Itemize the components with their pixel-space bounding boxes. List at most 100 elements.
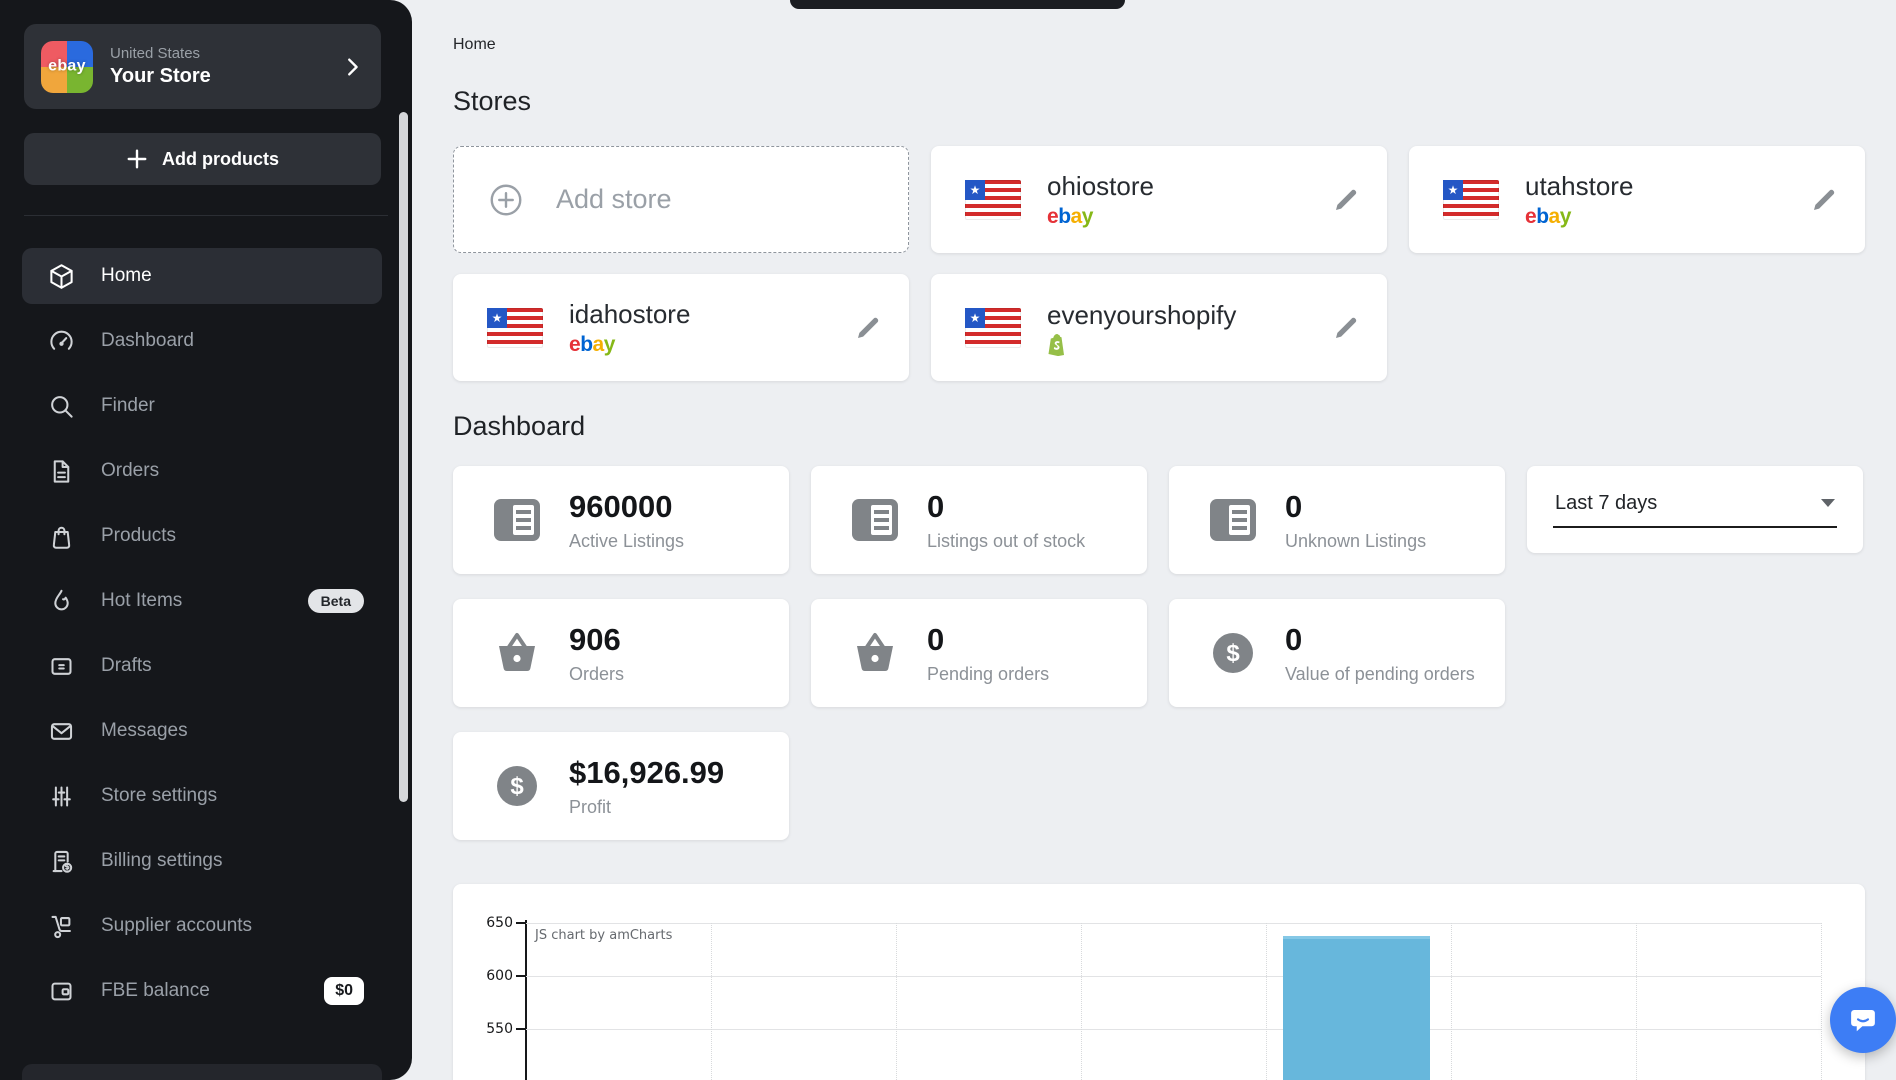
sidebar-item-products[interactable]: Products [22, 508, 382, 564]
stat-value: 0 [1285, 488, 1303, 524]
chart-bar [1283, 936, 1430, 1080]
sidebar-item-label: Orders [101, 460, 160, 481]
stat-value: 906 [569, 621, 621, 657]
sidebar-nav: Home Dashboard Finder Orders Products [22, 248, 382, 1028]
gridline-550 [526, 1029, 1821, 1030]
sliders-icon [48, 783, 75, 810]
sidebar-item-label: Supplier accounts [101, 915, 253, 936]
sidebar-bottom-item[interactable] [22, 1064, 382, 1080]
stat-value: 960000 [569, 488, 673, 524]
v-gridline [1821, 923, 1822, 1080]
cube-icon [48, 263, 75, 290]
sidebar-item-label: Store settings [101, 785, 218, 806]
y-axis-label: 550 [486, 1021, 513, 1037]
svg-text:$: $ [510, 773, 524, 800]
dollar-icon: $ [497, 766, 537, 806]
sidebar-item-label: Messages [101, 720, 188, 741]
stat-card-active-listings: 960000 Active Listings [453, 466, 789, 574]
sidebar-item-label: Drafts [101, 655, 152, 676]
add-store-label: Add store [556, 184, 672, 214]
date-range-card: Last 7 days [1527, 466, 1863, 553]
edit-store-icon[interactable] [853, 313, 883, 343]
v-gridline [1081, 923, 1082, 1080]
sidebar-scrollbar[interactable] [399, 112, 408, 802]
store-card-evenyourshopify[interactable]: ★ evenyourshopify [931, 274, 1387, 381]
ebay-logo-icon: ebay [41, 40, 93, 93]
sidebar-item-label: Products [101, 525, 176, 546]
v-gridline [1266, 923, 1267, 1080]
add-store-button[interactable]: Add store [453, 146, 909, 253]
chat-widget-button[interactable] [1830, 987, 1896, 1053]
ebay-brand-logo: ebay [569, 332, 615, 356]
plus-circle-icon [490, 184, 522, 215]
chevron-right-icon [348, 57, 358, 76]
fbe-balance-badge: $0 [324, 977, 364, 1005]
flag-icon: ★ [1443, 179, 1499, 220]
store-card-ohiostore[interactable]: ★ ohiostore ebay [931, 146, 1387, 253]
sidebar-item-label: Dashboard [101, 330, 194, 351]
flag-icon: ★ [965, 307, 1021, 348]
date-range-select[interactable]: Last 7 days [1553, 492, 1837, 528]
store-switcher[interactable]: ebay United States Your Store [24, 24, 381, 109]
sidebar-item-store-settings[interactable]: Store settings [22, 768, 382, 824]
orders-chart: 650 600 550 JS chart by amCharts [453, 884, 1865, 1080]
switcher-store-name: Your Store [110, 65, 211, 87]
stat-value: 0 [927, 621, 945, 657]
edit-store-icon[interactable] [1331, 185, 1361, 215]
search-icon [48, 393, 75, 420]
wallet-icon [48, 978, 75, 1005]
y-tick [516, 975, 526, 977]
sidebar-item-billing-settings[interactable]: Billing settings [22, 833, 382, 889]
stat-label: Unknown Listings [1285, 530, 1427, 551]
stat-label: Listings out of stock [927, 530, 1086, 551]
sidebar-item-drafts[interactable]: Drafts [22, 638, 382, 694]
sidebar-item-messages[interactable]: Messages [22, 703, 382, 759]
stat-label: Pending orders [927, 663, 1050, 684]
top-overlay-bar [790, 0, 1125, 9]
speedometer-icon [48, 328, 75, 355]
store-name: evenyourshopify [1047, 299, 1237, 330]
sidebar-item-finder[interactable]: Finder [22, 378, 382, 434]
v-gridline [896, 923, 897, 1080]
sidebar-item-label: Home [101, 265, 152, 286]
stat-value: $16,926.99 [569, 754, 725, 790]
sidebar-item-dashboard[interactable]: Dashboard [22, 313, 382, 369]
stat-value: 0 [927, 488, 945, 524]
sidebar-item-home[interactable]: Home [22, 248, 382, 304]
store-card-utahstore[interactable]: ★ utahstore ebay [1409, 146, 1865, 253]
listings-icon [1210, 499, 1256, 541]
store-card-idahostore[interactable]: ★ idahostore ebay [453, 274, 909, 381]
add-products-label: Add products [162, 148, 279, 169]
stat-card-unknown-listings: 0 Unknown Listings [1169, 466, 1505, 574]
v-gridline [711, 923, 712, 1080]
dashboard-stats-grid: 960000 Active Listings 0 Listings out of s… [453, 466, 1865, 840]
v-gridline [1636, 923, 1637, 1080]
edit-store-icon[interactable] [1809, 185, 1839, 215]
sidebar-item-orders[interactable]: Orders [22, 443, 382, 499]
amcharts-watermark[interactable]: JS chart by amCharts [535, 928, 673, 943]
gridline-650 [526, 923, 1821, 924]
basket-icon [857, 633, 893, 671]
sidebar-item-label: Billing settings [101, 850, 223, 871]
breadcrumb[interactable]: Home [453, 36, 496, 53]
date-range-value: Last 7 days [1555, 491, 1658, 514]
switcher-country-label: United States [110, 45, 201, 62]
sidebar-item-supplier-accounts[interactable]: Supplier accounts [22, 898, 382, 954]
stat-card-orders: 906 Orders [453, 599, 789, 707]
ebay-brand-logo: ebay [1047, 204, 1093, 228]
document-icon [48, 458, 75, 485]
flag-icon: ★ [965, 179, 1021, 220]
y-tick [516, 1028, 526, 1030]
svg-text:$: $ [1226, 640, 1240, 667]
edit-store-icon[interactable] [1331, 313, 1361, 343]
sidebar-item-hot-items[interactable]: Hot Items Beta [22, 573, 382, 629]
sidebar-item-fbe-balance[interactable]: FBE balance $0 [22, 963, 382, 1019]
add-products-button[interactable]: Add products [24, 133, 381, 185]
flame-icon [48, 588, 75, 615]
listings-icon [852, 499, 898, 541]
basket-icon [499, 633, 535, 671]
stat-card-out-of-stock: 0 Listings out of stock [811, 466, 1147, 574]
stat-card-profit: $ $16,926.99 Profit [453, 732, 789, 840]
main-content: Home Stores Add store ★ ohiostore ebay ★… [412, 0, 1896, 1080]
stat-label: Active Listings [569, 530, 685, 551]
